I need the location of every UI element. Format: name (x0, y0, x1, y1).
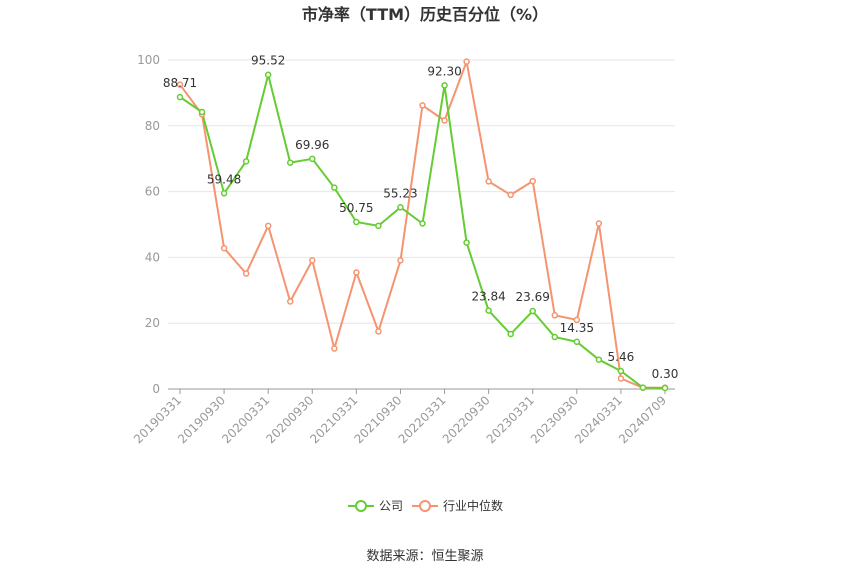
data-label: 88.71 (163, 76, 197, 90)
data-point-company[interactable] (639, 384, 647, 391)
x-tick-labels: 2019033120190930202003312020093020210331… (131, 393, 669, 446)
legend-item-industry[interactable]: 行业中位数 (412, 498, 503, 513)
data-point-company[interactable] (264, 71, 272, 78)
data-label: 59.48 (207, 172, 241, 186)
data-source: 数据来源：恒生聚源 (366, 549, 483, 564)
data-point-company[interactable] (220, 190, 228, 197)
legend-industry-swatch-marker (419, 500, 431, 512)
legend-item-company[interactable]: 公司 (348, 499, 403, 513)
data-labels: 88.71 59.48 95.52 69.96 50.75 55.23 92.30 23.84… (163, 54, 679, 381)
data-label: 92.30 (427, 64, 461, 78)
legend-company-swatch-marker (355, 500, 367, 512)
data-point-industry[interactable] (397, 257, 404, 264)
data-point-industry[interactable] (551, 312, 559, 319)
data-point-industry[interactable] (595, 220, 603, 227)
data-point-industry[interactable] (176, 81, 184, 88)
y-tick-label: 100 (137, 53, 160, 67)
data-point-industry[interactable] (419, 102, 426, 109)
data-point-industry[interactable] (286, 298, 294, 305)
data-point-company[interactable] (309, 155, 316, 163)
x-tick-label: 20240709 (616, 393, 669, 446)
data-point-company[interactable] (551, 333, 559, 341)
data-point-industry[interactable] (220, 244, 228, 252)
data-point-industry[interactable] (441, 117, 448, 124)
data-point-company[interactable] (286, 159, 294, 166)
data-point-industry[interactable] (242, 270, 250, 277)
data-point-company[interactable] (507, 330, 514, 338)
data-point-company[interactable] (419, 220, 426, 227)
data-point-company[interactable] (661, 384, 669, 392)
data-point-company[interactable] (353, 218, 360, 226)
data-label: 69.96 (295, 138, 329, 152)
grid (168, 59, 675, 324)
chart-title: 市净率（TTM）历史百分位（%） (302, 5, 548, 24)
data-point-company[interactable] (617, 367, 625, 375)
data-label: 50.75 (339, 201, 373, 215)
data-label: 14.35 (560, 321, 594, 335)
data-point-industry[interactable] (573, 316, 581, 324)
data-point-company[interactable] (331, 184, 338, 191)
y-tick-label: 0 (152, 382, 160, 396)
y-tick-label: 60 (145, 185, 160, 199)
series-line-company (179, 73, 666, 389)
data-point-industry[interactable] (529, 177, 536, 185)
data-label: 5.46 (608, 350, 635, 364)
legend-industry-label: 行业中位数 (443, 498, 503, 513)
data-label: 23.84 (471, 290, 505, 304)
data-point-industry[interactable] (353, 269, 360, 276)
data-label: 55.23 (383, 186, 417, 200)
data-label: 23.69 (516, 290, 550, 304)
data-point-industry[interactable] (375, 328, 382, 335)
data-point-industry[interactable] (485, 178, 492, 185)
data-point-industry[interactable] (463, 58, 470, 65)
data-point-company[interactable] (375, 222, 382, 230)
data-point-company[interactable] (595, 356, 603, 363)
data-point-industry[interactable] (617, 375, 625, 382)
data-label: 0.30 (652, 367, 679, 381)
data-point-company[interactable] (485, 307, 492, 314)
series-points (176, 58, 669, 392)
legend: 公司 行业中位数 (348, 498, 503, 513)
data-point-company[interactable] (176, 93, 184, 101)
data-point-company[interactable] (463, 239, 470, 246)
data-point-company[interactable] (198, 108, 206, 116)
data-point-company[interactable] (397, 204, 404, 211)
data-point-industry[interactable] (331, 345, 338, 352)
legend-company-label: 公司 (379, 499, 403, 513)
y-tick-labels: 0 20 40 60 80 100 (137, 53, 160, 396)
data-label: 95.52 (251, 54, 285, 68)
data-point-company[interactable] (242, 158, 250, 165)
data-point-company[interactable] (529, 307, 536, 315)
y-tick-label: 40 (145, 250, 160, 264)
data-point-industry[interactable] (507, 191, 514, 199)
y-tick-label: 20 (145, 316, 160, 330)
axes (168, 388, 675, 394)
y-tick-label: 80 (145, 119, 160, 133)
data-point-company[interactable] (441, 82, 448, 89)
data-point-company[interactable] (573, 338, 581, 346)
data-point-industry[interactable] (309, 257, 316, 264)
data-point-industry[interactable] (264, 222, 272, 230)
